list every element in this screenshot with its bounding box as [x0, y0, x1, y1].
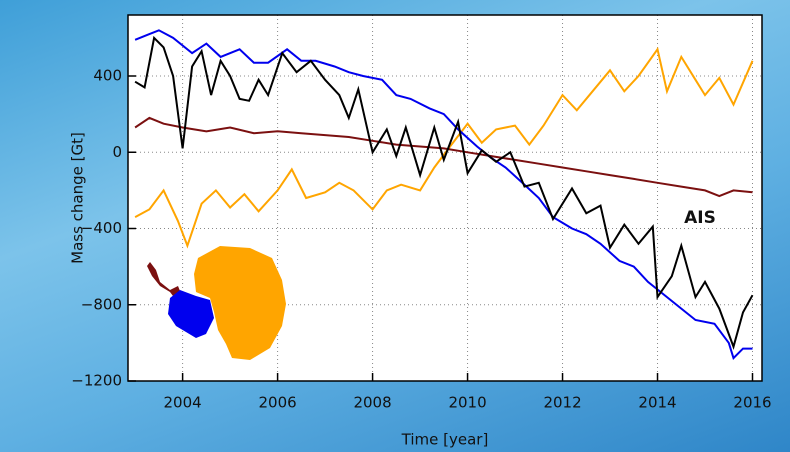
inset-region-west	[147, 262, 182, 300]
y-tick-label: −800	[81, 295, 122, 313]
y-tick-label: 400	[93, 67, 122, 85]
x-tick-label: 2006	[259, 394, 297, 412]
series-line	[134, 116, 753, 198]
y-tick-label: −400	[81, 219, 122, 237]
x-tick-label: 2012	[543, 394, 581, 412]
x-tick-label: 2014	[638, 394, 676, 412]
inset-region-central	[168, 290, 214, 338]
y-tick-label: −1200	[71, 372, 122, 390]
x-axis-label: Time [year]	[401, 431, 489, 449]
x-tick-label: 2004	[164, 394, 202, 412]
x-tick-label: 2010	[448, 394, 486, 412]
inset-region-east	[194, 246, 286, 360]
plot-frame	[127, 14, 763, 382]
x-tick-label: 2016	[733, 394, 771, 412]
series-line	[134, 35, 754, 350]
antarctica-inset	[147, 246, 286, 360]
series-line	[134, 29, 753, 360]
y-tick-label: 0	[112, 143, 122, 161]
annotation: AIS	[684, 208, 716, 228]
y-axis-label: Mass change [Gt]	[69, 132, 87, 264]
series-line	[134, 46, 754, 249]
x-tick-label: 2008	[353, 394, 391, 412]
